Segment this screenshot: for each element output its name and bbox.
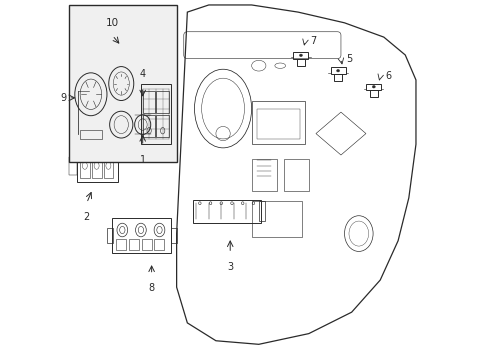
Bar (103, 153, 113, 178)
Bar (297, 59, 304, 66)
Bar (257, 109, 299, 139)
Ellipse shape (141, 105, 144, 108)
Bar (77, 150, 118, 182)
Bar (80, 153, 90, 178)
Bar (251, 202, 301, 237)
Bar (112, 217, 171, 253)
Bar (369, 90, 377, 97)
Text: 5: 5 (346, 54, 352, 64)
Text: 8: 8 (148, 283, 154, 293)
Bar (154, 239, 164, 249)
Text: 4: 4 (140, 69, 145, 79)
Bar (251, 158, 276, 191)
Bar (142, 115, 155, 137)
Bar (69, 157, 77, 175)
Bar (366, 84, 381, 90)
Ellipse shape (371, 85, 375, 88)
Text: 7: 7 (310, 36, 316, 46)
Bar (293, 52, 308, 59)
Bar (142, 239, 151, 249)
Bar (138, 102, 147, 112)
Bar (128, 239, 139, 249)
Text: 3: 3 (227, 262, 233, 272)
Text: 10: 10 (105, 18, 119, 28)
Text: 6: 6 (385, 71, 391, 81)
Text: 9: 9 (61, 93, 67, 103)
Bar (156, 115, 168, 137)
Bar (171, 228, 177, 243)
Bar (283, 158, 308, 191)
Text: 2: 2 (83, 212, 90, 222)
Bar (334, 74, 341, 81)
Bar (141, 84, 171, 144)
Ellipse shape (299, 54, 302, 57)
Bar (142, 91, 155, 113)
Bar (92, 153, 102, 178)
Bar (156, 91, 168, 113)
Bar (116, 239, 125, 249)
Bar (330, 67, 345, 74)
Bar (135, 99, 150, 114)
Bar (69, 5, 176, 162)
Ellipse shape (336, 69, 339, 72)
Bar (80, 130, 102, 139)
Text: 1: 1 (140, 155, 145, 165)
Bar (192, 200, 260, 223)
Bar (251, 102, 305, 144)
Bar (107, 228, 112, 243)
Bar (258, 202, 264, 221)
